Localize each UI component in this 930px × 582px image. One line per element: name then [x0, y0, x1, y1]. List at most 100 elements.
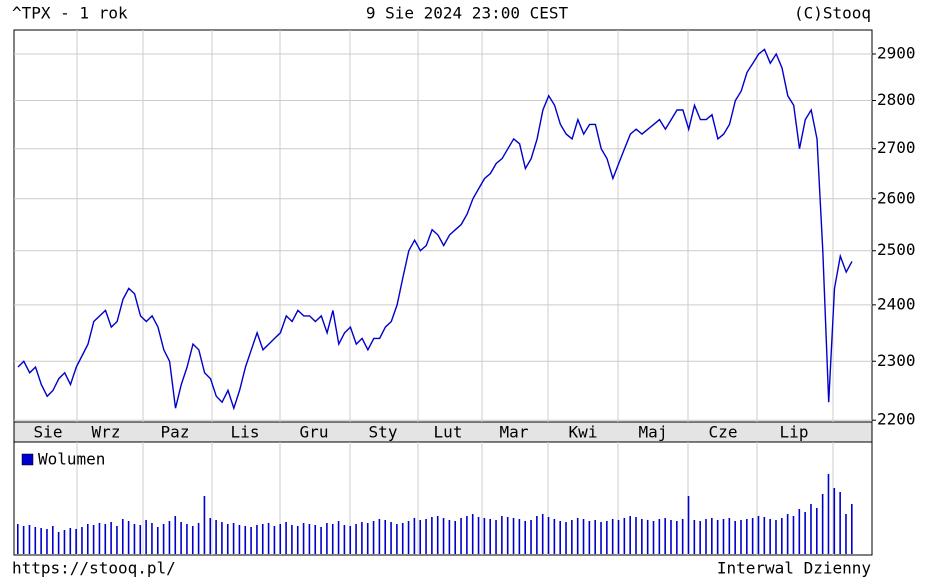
volume-bar: [267, 523, 270, 554]
month-label: Wrz: [92, 423, 121, 442]
volume-bar: [81, 527, 83, 554]
volume-bar: [378, 519, 381, 554]
y-tick-label: 2300: [877, 351, 916, 370]
volume-bar: [728, 518, 731, 554]
volume-bar: [454, 521, 457, 554]
volume-bar: [436, 516, 439, 554]
volume-bar: [221, 522, 223, 554]
source: https://stooq.pl/: [12, 559, 176, 578]
volume-bar: [734, 521, 736, 554]
volume-bar: [716, 520, 719, 554]
volume-bar: [798, 509, 801, 554]
volume-bar: [104, 524, 107, 554]
volume-bar: [162, 524, 165, 554]
volume-bar: [763, 517, 766, 554]
month-label: Lis: [231, 423, 260, 442]
volume-bar: [617, 520, 620, 554]
month-label: Kwi: [569, 423, 598, 442]
volume-bar: [471, 514, 474, 554]
volume-bar: [781, 518, 783, 554]
volume-bar: [646, 520, 649, 554]
volume-bar: [98, 523, 101, 554]
volume-bar: [541, 514, 544, 554]
volume-bar: [46, 529, 48, 554]
volume-bar: [63, 530, 66, 554]
volume-bar: [594, 520, 596, 554]
volume-bar: [273, 526, 276, 554]
legend-label: Wolumen: [38, 450, 105, 469]
volume-bar: [775, 520, 777, 554]
volume-bar: [384, 520, 387, 554]
volume-bar: [215, 520, 217, 554]
volume-bar: [390, 522, 392, 554]
volume-bar: [203, 496, 206, 554]
volume-bar: [407, 521, 410, 554]
volume-bar: [769, 519, 771, 554]
volume-bar: [821, 494, 824, 554]
volume-bar: [582, 519, 585, 554]
volume-bar: [337, 521, 340, 554]
volume-bar: [349, 526, 352, 554]
volume-bar: [86, 524, 89, 554]
credit: (C)Stooq: [794, 4, 871, 23]
volume-bar: [168, 521, 171, 554]
volume-bar: [226, 524, 229, 554]
volume-bar: [810, 504, 812, 554]
volume-bar: [133, 524, 136, 554]
volume-bar: [34, 527, 37, 554]
month-label: Cze: [709, 423, 738, 442]
volume-bar: [506, 517, 509, 554]
volume-bar: [623, 518, 626, 554]
volume-bar: [524, 521, 526, 554]
volume-bar: [681, 519, 684, 554]
month-label: Maj: [639, 423, 668, 442]
volume-bar: [127, 521, 130, 554]
volume-bar: [279, 524, 282, 554]
volume-bar: [466, 516, 468, 554]
volume-bar: [110, 522, 112, 554]
volume-bar: [308, 524, 311, 554]
volume-bar: [256, 525, 258, 554]
volume-bar: [670, 520, 672, 554]
volume-bar: [652, 521, 655, 554]
month-label: Gru: [300, 423, 329, 442]
volume-bar: [600, 522, 602, 554]
volume-bar: [372, 521, 375, 554]
volume-bar: [495, 520, 497, 554]
volume-bar: [658, 519, 661, 554]
volume-bar: [559, 521, 561, 554]
volume-bar: [722, 519, 725, 554]
volume-bar: [687, 496, 690, 554]
volume-bar: [355, 524, 357, 554]
volume-bar: [314, 525, 317, 554]
interval: Interwal Dzienny: [717, 559, 871, 578]
volume-bar: [174, 516, 177, 554]
month-label: Lut: [434, 423, 463, 442]
volume-bar: [75, 529, 77, 554]
volume-bar: [238, 525, 241, 554]
volume-bar: [786, 514, 789, 554]
volume-bar: [401, 523, 404, 554]
volume-bar: [635, 517, 637, 554]
volume-bar: [250, 527, 252, 554]
volume-bar: [40, 528, 42, 554]
volume-bar: [361, 522, 363, 554]
volume-bar: [751, 518, 754, 554]
volume-bar: [139, 525, 142, 554]
price-line: [17, 48, 853, 411]
volume-bar: [232, 523, 235, 554]
volume-bar: [839, 492, 841, 554]
volume-bar: [209, 518, 212, 554]
volume-bar: [186, 524, 188, 554]
price-frame: [13, 29, 873, 423]
volume-bar: [448, 520, 451, 554]
volume-bar: [413, 518, 416, 554]
volume-bar: [331, 524, 334, 554]
volume-bar: [518, 519, 521, 554]
volume-bar: [477, 517, 480, 554]
volume-bar: [851, 504, 853, 554]
y-tick-label: 2500: [877, 240, 916, 259]
volume-bar: [629, 516, 631, 554]
volume-bar: [320, 527, 322, 554]
